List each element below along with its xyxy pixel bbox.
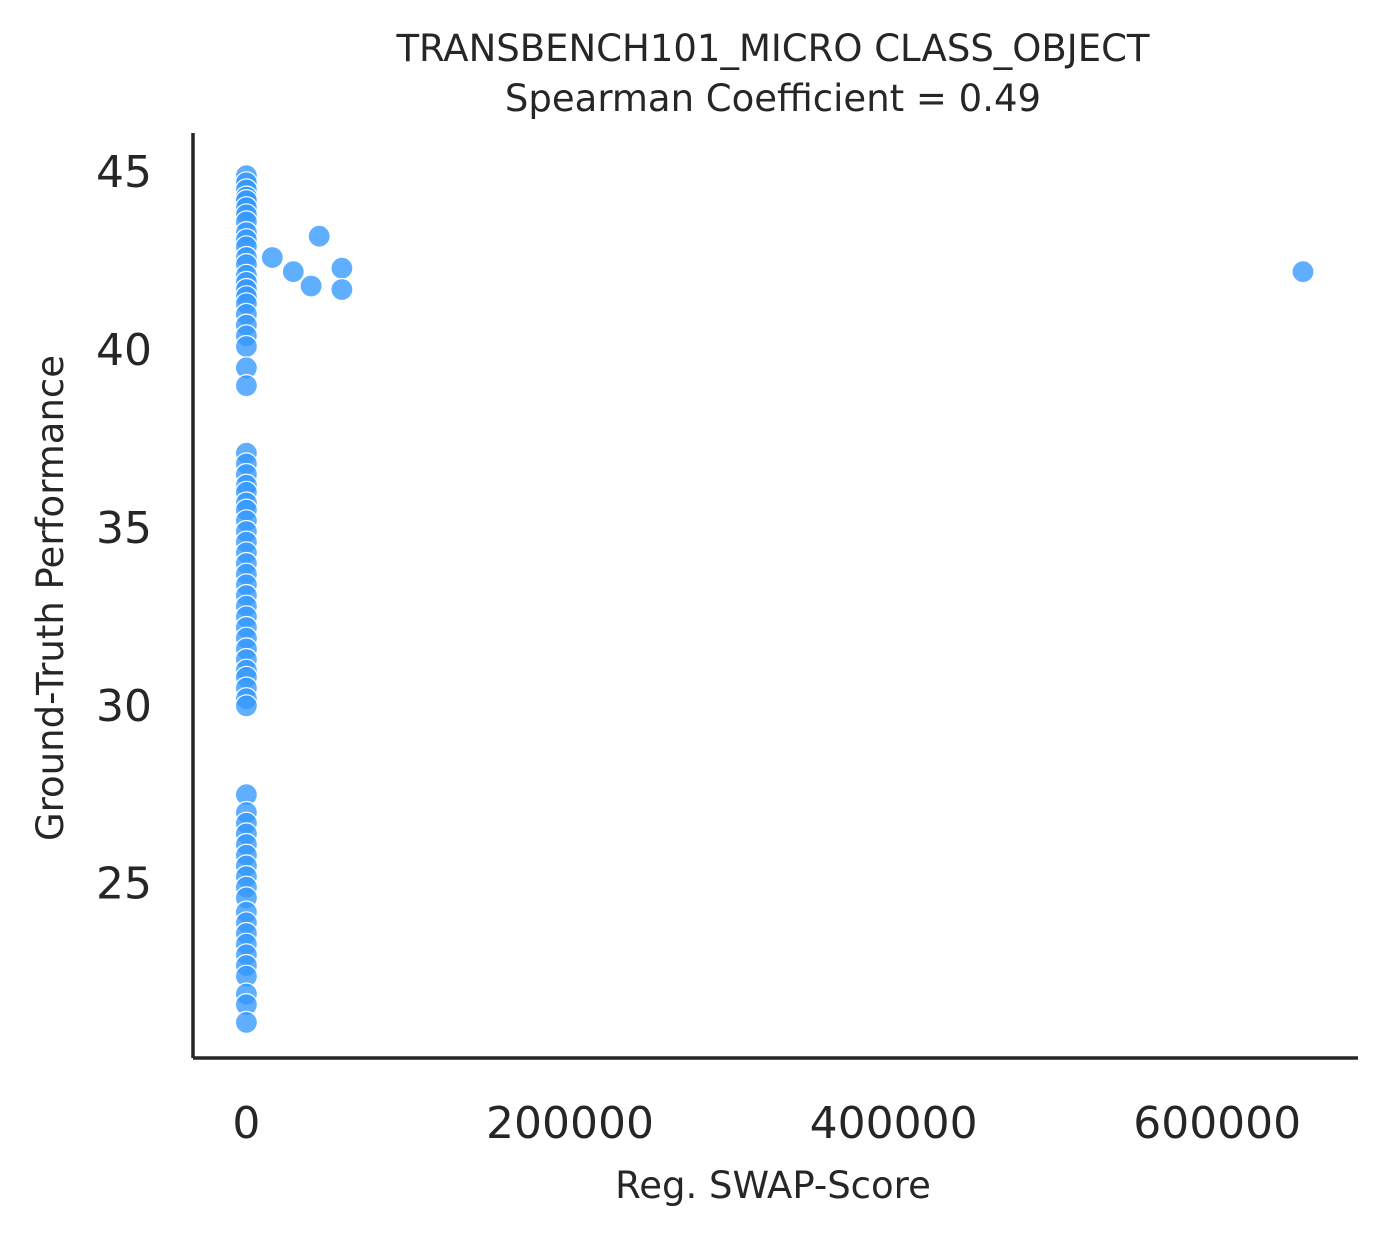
data-point — [330, 256, 354, 280]
y-tick-label: 25 — [96, 859, 152, 910]
data-point — [299, 274, 323, 298]
data-point — [234, 694, 258, 718]
data-point — [330, 277, 354, 302]
y-axis-ticks: 25 30 35 40 45 — [96, 147, 152, 910]
y-tick-label: 40 — [96, 325, 152, 376]
data-point — [307, 224, 331, 248]
data-points — [234, 164, 1315, 1035]
y-tick-label: 45 — [96, 147, 152, 198]
x-axis-ticks: 0 200000 400000 600000 — [232, 1098, 1301, 1149]
data-point — [281, 260, 305, 284]
x-tick-label: 400000 — [810, 1098, 978, 1149]
x-axis-label: Reg. SWAP-Score — [615, 1164, 931, 1207]
data-point — [234, 374, 258, 398]
chart-title: TRANSBENCH101_MICRO CLASS_OBJECT — [395, 27, 1149, 70]
data-point — [234, 1010, 258, 1035]
chart-subtitle: Spearman Coefficient = 0.49 — [505, 77, 1041, 120]
y-tick-label: 35 — [96, 503, 152, 554]
y-axis-label: Ground-Truth Performance — [29, 355, 72, 841]
data-point — [234, 334, 258, 359]
y-tick-label: 30 — [96, 681, 152, 732]
x-tick-label: 600000 — [1133, 1098, 1301, 1149]
data-point — [260, 245, 284, 270]
data-point — [1291, 260, 1315, 284]
x-tick-label: 0 — [232, 1098, 260, 1149]
x-tick-label: 200000 — [486, 1098, 654, 1149]
